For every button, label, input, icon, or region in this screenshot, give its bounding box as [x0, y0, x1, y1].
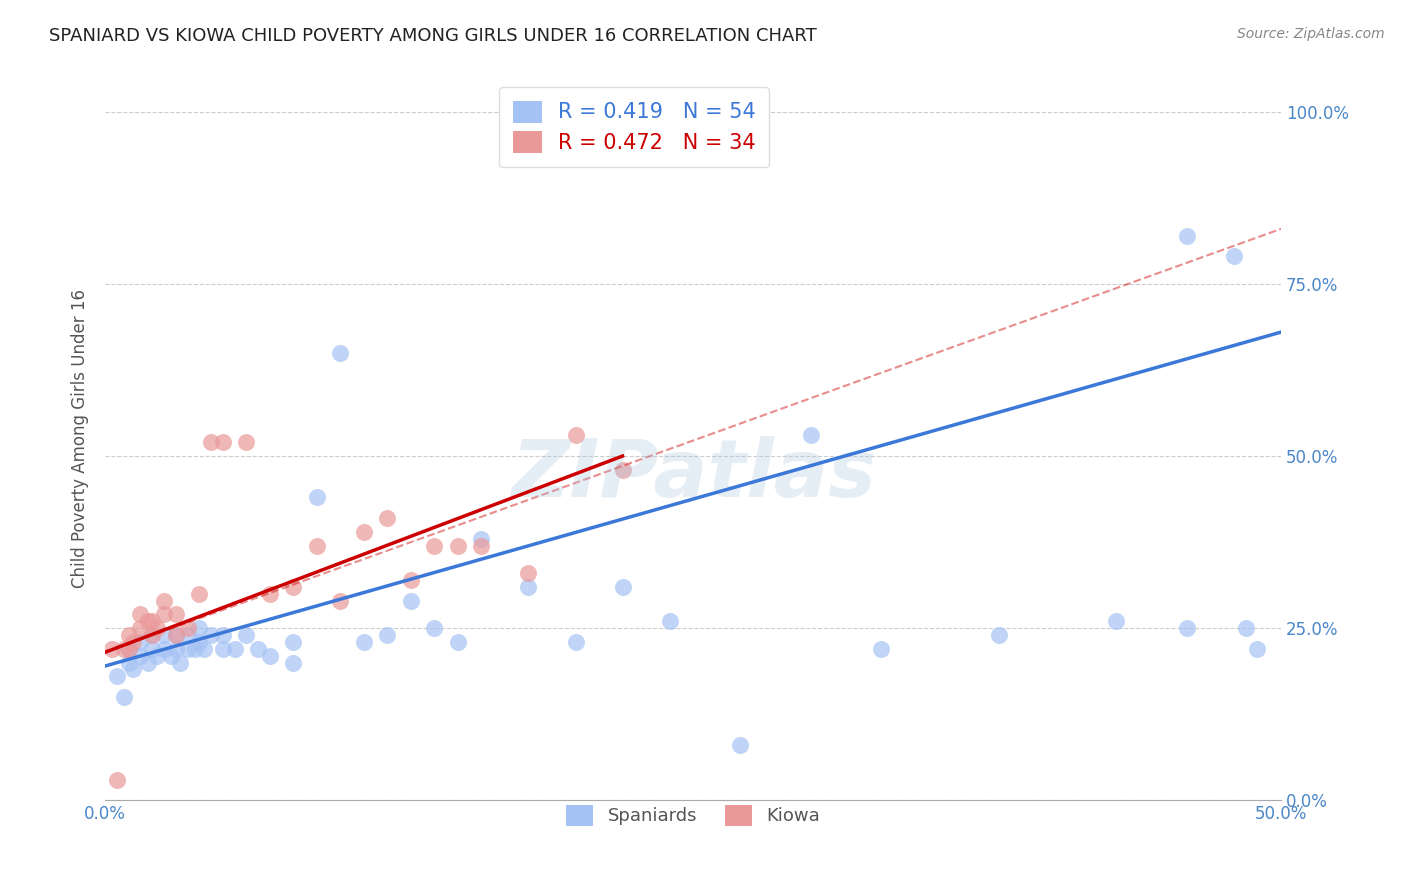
Point — [112, 690, 135, 704]
Point — [176, 641, 198, 656]
Point — [153, 607, 176, 622]
Point — [112, 641, 135, 656]
Point — [165, 607, 187, 622]
Point — [447, 635, 470, 649]
Point — [146, 621, 169, 635]
Point — [141, 641, 163, 656]
Text: SPANIARD VS KIOWA CHILD POVERTY AMONG GIRLS UNDER 16 CORRELATION CHART: SPANIARD VS KIOWA CHILD POVERTY AMONG GI… — [49, 27, 817, 45]
Point — [612, 580, 634, 594]
Point — [211, 641, 233, 656]
Point — [224, 641, 246, 656]
Point — [1223, 249, 1246, 263]
Point — [160, 648, 183, 663]
Point — [122, 635, 145, 649]
Point — [165, 641, 187, 656]
Point — [728, 738, 751, 752]
Point — [118, 656, 141, 670]
Point — [118, 641, 141, 656]
Point — [211, 435, 233, 450]
Point — [517, 580, 540, 594]
Point — [283, 635, 305, 649]
Point — [200, 435, 222, 450]
Point — [399, 593, 422, 607]
Point — [1175, 228, 1198, 243]
Point — [169, 656, 191, 670]
Point — [141, 628, 163, 642]
Point — [188, 587, 211, 601]
Point — [122, 662, 145, 676]
Point — [377, 511, 399, 525]
Point — [165, 628, 187, 642]
Point — [423, 539, 446, 553]
Point — [193, 641, 215, 656]
Point — [153, 628, 176, 642]
Point — [235, 628, 257, 642]
Point — [612, 463, 634, 477]
Point — [870, 641, 893, 656]
Point — [176, 628, 198, 642]
Point — [305, 491, 328, 505]
Point — [1105, 614, 1128, 628]
Point — [247, 641, 270, 656]
Point — [136, 614, 159, 628]
Point — [329, 593, 352, 607]
Point — [1234, 621, 1257, 635]
Point — [283, 656, 305, 670]
Point — [259, 648, 281, 663]
Point — [1246, 641, 1268, 656]
Point — [987, 628, 1010, 642]
Point — [146, 648, 169, 663]
Point — [470, 539, 492, 553]
Point — [447, 539, 470, 553]
Point — [165, 628, 187, 642]
Point — [658, 614, 681, 628]
Text: Source: ZipAtlas.com: Source: ZipAtlas.com — [1237, 27, 1385, 41]
Point — [153, 593, 176, 607]
Point — [101, 641, 124, 656]
Point — [183, 641, 205, 656]
Point — [118, 641, 141, 656]
Point — [188, 635, 211, 649]
Y-axis label: Child Poverty Among Girls Under 16: Child Poverty Among Girls Under 16 — [72, 289, 89, 589]
Text: ZIPatlas: ZIPatlas — [510, 436, 876, 514]
Point — [353, 635, 375, 649]
Point — [129, 621, 152, 635]
Point — [564, 635, 586, 649]
Point — [118, 628, 141, 642]
Point — [305, 539, 328, 553]
Point — [129, 635, 152, 649]
Point — [800, 428, 823, 442]
Point — [259, 587, 281, 601]
Point — [141, 628, 163, 642]
Point — [105, 772, 128, 787]
Point — [129, 607, 152, 622]
Point — [377, 628, 399, 642]
Point — [399, 573, 422, 587]
Point — [105, 669, 128, 683]
Point — [329, 345, 352, 359]
Point — [141, 614, 163, 628]
Point — [136, 656, 159, 670]
Point — [470, 532, 492, 546]
Point — [200, 628, 222, 642]
Point — [283, 580, 305, 594]
Legend: Spaniards, Kiowa: Spaniards, Kiowa — [557, 796, 828, 835]
Point — [423, 621, 446, 635]
Point — [176, 621, 198, 635]
Point — [235, 435, 257, 450]
Point — [129, 648, 152, 663]
Point — [353, 524, 375, 539]
Point — [1175, 621, 1198, 635]
Point — [188, 621, 211, 635]
Point — [517, 566, 540, 580]
Point — [153, 641, 176, 656]
Point — [211, 628, 233, 642]
Point — [564, 428, 586, 442]
